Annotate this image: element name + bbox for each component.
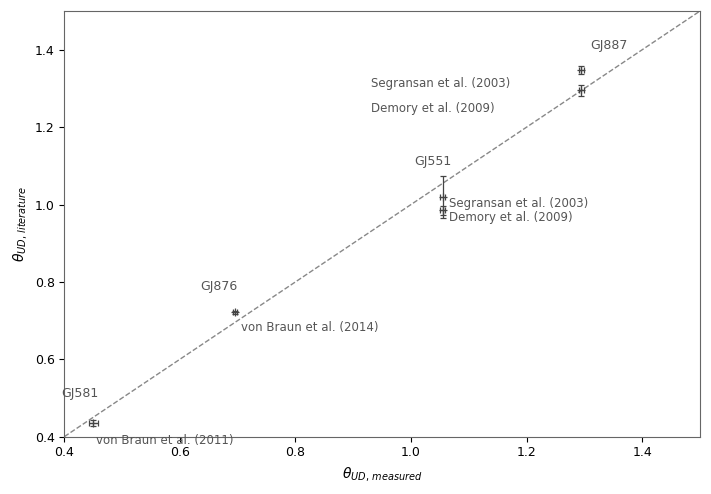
Text: Demory et al. (2009): Demory et al. (2009) — [370, 102, 494, 115]
Text: GJ887: GJ887 — [590, 39, 628, 52]
Text: GJ551: GJ551 — [414, 155, 451, 168]
Text: von Braun et al. (2014): von Braun et al. (2014) — [240, 321, 378, 333]
X-axis label: $\theta_{UD,\, measured}$: $\theta_{UD,\, measured}$ — [342, 465, 422, 483]
Text: Segransan et al. (2003): Segransan et al. (2003) — [370, 77, 510, 90]
Text: von Braun et al. (2011): von Braun et al. (2011) — [96, 434, 234, 447]
Text: Demory et al. (2009): Demory et al. (2009) — [449, 211, 572, 224]
Y-axis label: $\theta_{UD,\, literature}$: $\theta_{UD,\, literature}$ — [11, 186, 29, 262]
Text: Segransan et al. (2003): Segransan et al. (2003) — [449, 197, 588, 210]
Text: GJ581: GJ581 — [61, 387, 99, 400]
Text: GJ876: GJ876 — [201, 281, 237, 293]
